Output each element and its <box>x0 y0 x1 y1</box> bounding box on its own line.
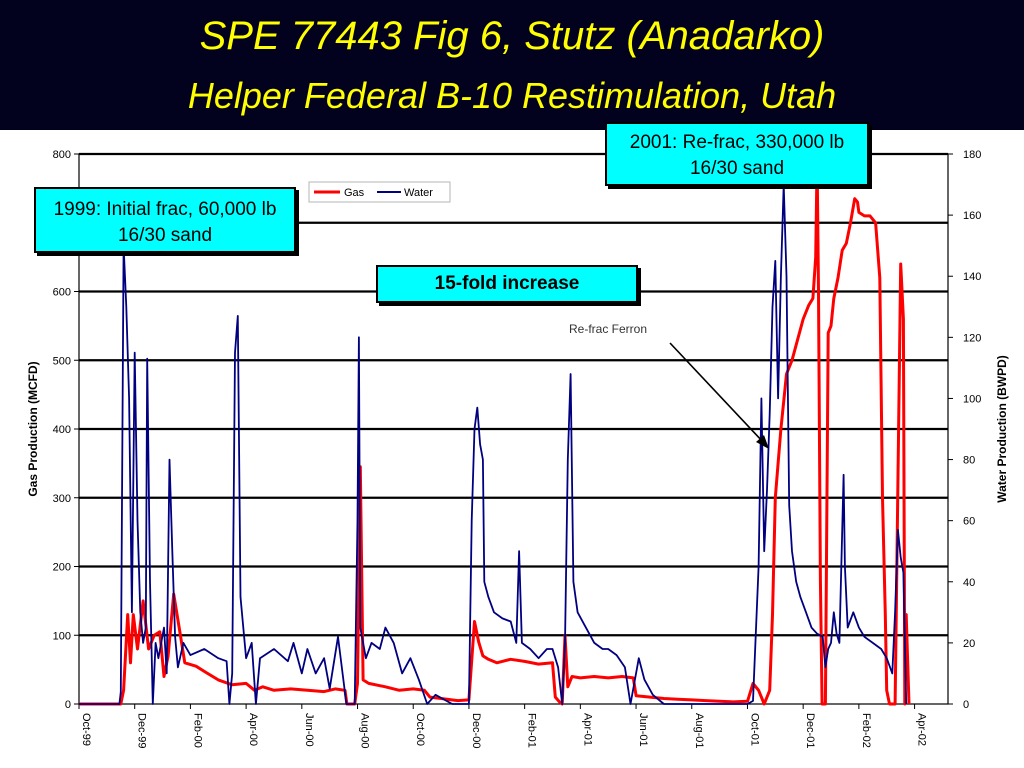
x-tick-label: Oct-99 <box>80 713 92 746</box>
y-right-tick-label: 100 <box>963 393 981 405</box>
title-area: SPE 77443 Fig 6, Stutz (Anadarko) Helper… <box>0 0 1024 128</box>
x-tick-label: Jun-01 <box>637 713 649 747</box>
slide-subtitle: Helper Federal B-10 Restimulation, Utah <box>187 75 837 116</box>
y-left-tick-label: 300 <box>53 493 71 505</box>
refrac-arrow-line <box>669 342 765 444</box>
x-axis: Oct-99 Dec-99 Feb-00 Apr-00 Jun-00 Aug-00 Oct-… <box>78 703 948 748</box>
x-tick-label: Dec-01 <box>804 713 816 748</box>
x-tick-label: Jun-00 <box>303 713 315 747</box>
x-tick-label: Aug-00 <box>359 713 371 748</box>
x-tick-label: Dec-00 <box>470 713 482 748</box>
refrac-annotation: Re-frac Ferron <box>569 322 769 449</box>
refrac-arrow-head <box>756 435 769 449</box>
refrac-ferron-label: Re-frac Ferron <box>569 322 647 336</box>
y-right-tick-label: 160 <box>963 210 981 222</box>
legend-water-label: Water <box>404 187 433 199</box>
y-right-tick-label: 180 <box>963 149 981 161</box>
legend: Gas Water <box>308 181 451 203</box>
x-tick-label: Feb-02 <box>860 713 872 748</box>
x-tick-label: Oct-00 <box>414 713 426 746</box>
y-left-tick-label: 100 <box>53 630 71 642</box>
y-left-tick-label: 500 <box>53 355 71 367</box>
y-left-tick-label: 400 <box>53 424 71 436</box>
y-left-tick-label: 200 <box>53 562 71 574</box>
y-right-tick-label: 0 <box>963 699 969 711</box>
y-axis-right: 0 20 40 60 80 100 120 140 160 180 <box>947 149 981 711</box>
callout-refrac: 2001: Re-frac, 330,000 lb 16/30 sand <box>605 122 869 186</box>
x-tick-label: Apr-00 <box>247 713 259 746</box>
x-tick-label: Dec-99 <box>136 713 148 748</box>
y-left-tick-label: 800 <box>53 149 71 161</box>
x-tick-label: Apr-02 <box>916 713 928 746</box>
series-gas-line <box>79 159 911 706</box>
x-tick-label: Oct-01 <box>748 713 760 746</box>
callout-initial-frac: 1999: Initial frac, 60,000 lb 16/30 sand <box>34 187 296 253</box>
x-tick-label: Feb-01 <box>526 713 538 748</box>
slide-title: SPE 77443 Fig 6, Stutz (Anadarko) <box>199 14 825 58</box>
y-left-tick-label: 600 <box>53 287 71 299</box>
x-tick-label: Feb-00 <box>191 713 203 748</box>
y-right-tick-label: 20 <box>963 638 975 650</box>
y-axis-left: 0 100 200 300 400 500 600 800 <box>53 149 80 711</box>
callout-fifteen-fold: 15-fold increase <box>376 265 638 303</box>
x-tick-label: Aug-01 <box>693 713 705 748</box>
legend-gas-label: Gas <box>344 187 365 199</box>
y-right-tick-label: 120 <box>963 332 981 344</box>
y-right-tick-label: 60 <box>963 516 975 528</box>
y-right-tick-label: 40 <box>963 577 975 589</box>
y-axis-left-label: Gas Production (MCFD) <box>26 361 40 496</box>
series-water-line <box>79 183 908 705</box>
series-lines <box>79 159 911 706</box>
y-right-tick-label: 140 <box>963 271 981 283</box>
y-right-tick-label: 80 <box>963 455 975 467</box>
y-axis-right-label: Water Production (BWPD) <box>995 355 1009 503</box>
x-tick-label: Apr-01 <box>581 713 593 746</box>
y-left-tick-label: 0 <box>65 699 71 711</box>
